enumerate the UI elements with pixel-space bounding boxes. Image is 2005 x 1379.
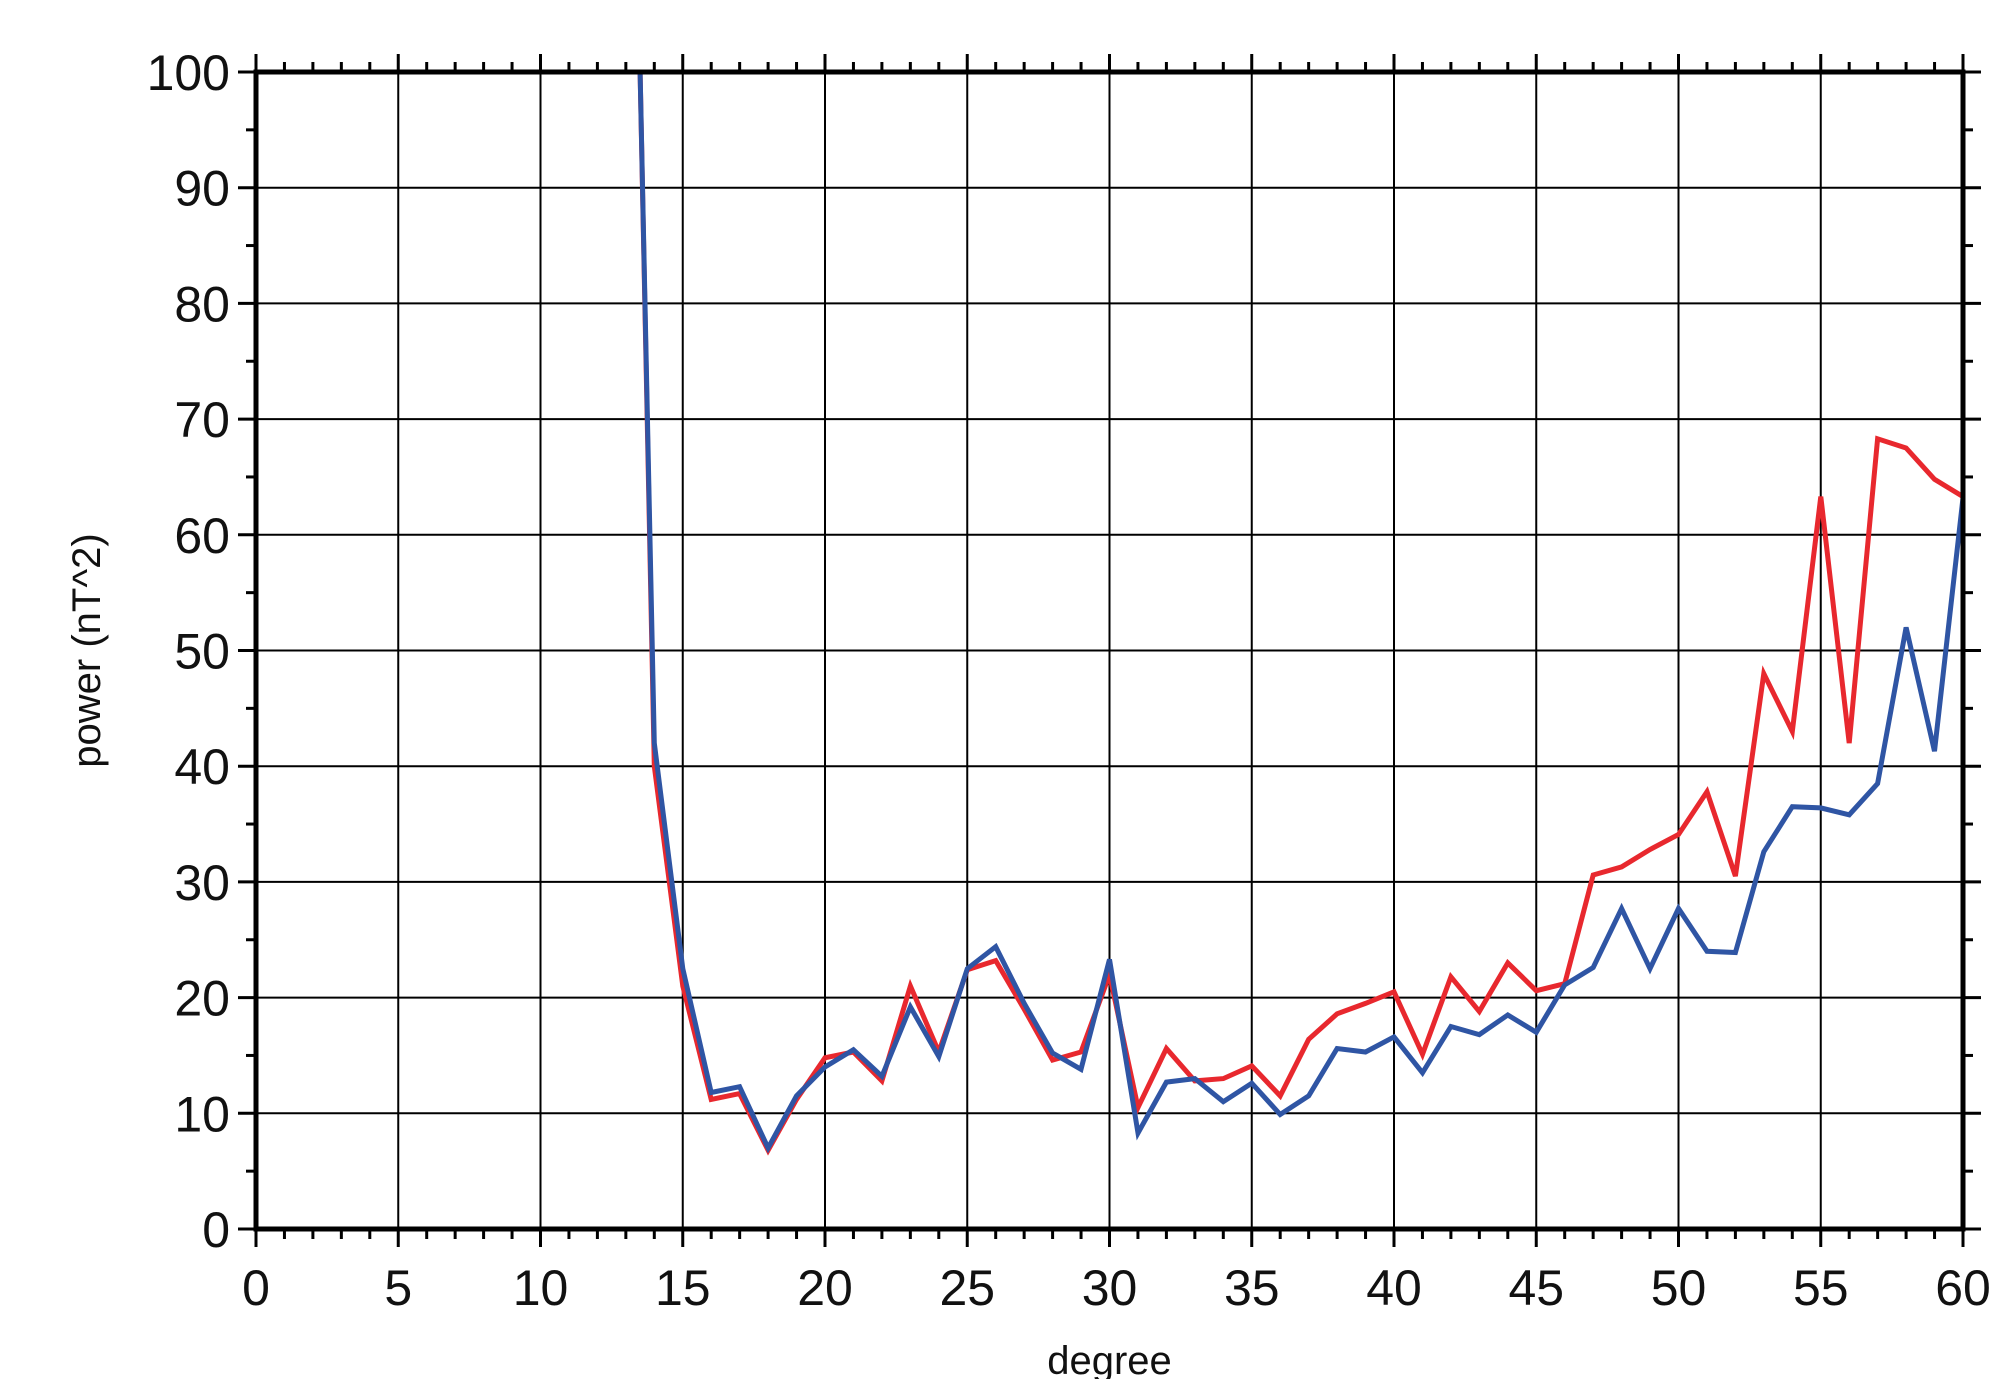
y-axis-title: power (nT^2) xyxy=(65,533,109,767)
x-tick-label: 25 xyxy=(939,1260,995,1316)
x-tick-label: 50 xyxy=(1651,1260,1707,1316)
x-tick-label: 45 xyxy=(1508,1260,1564,1316)
plot-frame xyxy=(253,69,1966,1232)
y-tick-label: 60 xyxy=(174,508,230,564)
y-tick-label: 20 xyxy=(174,971,230,1027)
grid-lines xyxy=(255,71,1964,1230)
y-tick-label: 90 xyxy=(174,161,230,217)
x-tick-label: 0 xyxy=(242,1260,270,1316)
x-tick-label: 30 xyxy=(1082,1260,1138,1316)
y-tick-label: 70 xyxy=(174,392,230,448)
y-tick-label: 30 xyxy=(174,855,230,911)
y-tick-label: 50 xyxy=(174,624,230,680)
y-tick-label: 0 xyxy=(202,1202,230,1258)
x-tick-label: 5 xyxy=(384,1260,412,1316)
x-tick-label: 35 xyxy=(1224,1260,1280,1316)
x-tick-label: 15 xyxy=(655,1260,711,1316)
x-tick-label: 20 xyxy=(797,1260,853,1316)
y-tick-label: 40 xyxy=(174,739,230,795)
x-tick-label: 10 xyxy=(513,1260,569,1316)
y-tick-label: 10 xyxy=(174,1086,230,1142)
x-tick-label: 55 xyxy=(1793,1260,1849,1316)
tick-labels: 0 5 10 15 20 25 30 35 40 45 50 55 60 0 10 20 30 40 50 60 70 8… xyxy=(147,45,1991,1316)
series-line-1 xyxy=(637,71,1965,1156)
y-tick-label: 100 xyxy=(147,45,230,101)
x-tick-label: 60 xyxy=(1935,1260,1991,1316)
y-tick-label: 80 xyxy=(174,276,230,332)
data-series xyxy=(637,71,1966,1156)
series-line-2 xyxy=(637,71,1966,1154)
x-axis-title: degree xyxy=(1047,1339,1172,1379)
x-tick-label: 40 xyxy=(1366,1260,1422,1316)
